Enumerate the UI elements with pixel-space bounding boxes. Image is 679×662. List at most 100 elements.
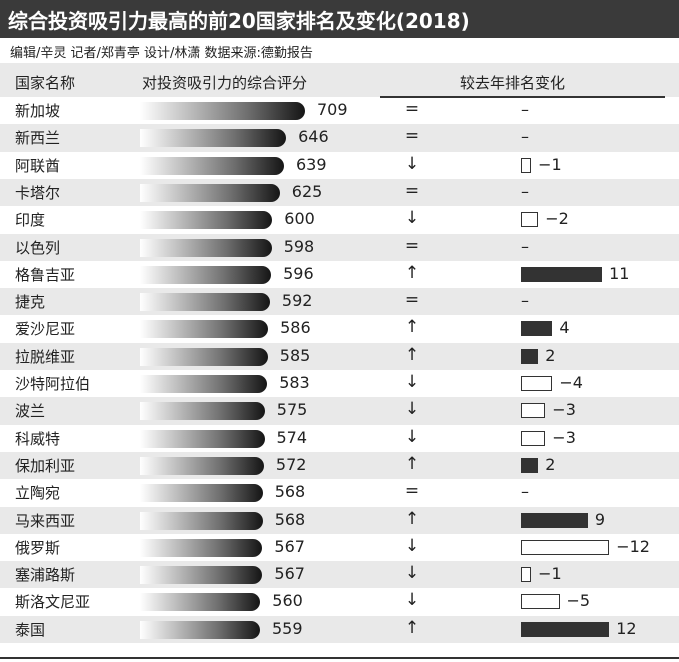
score-bar [140, 211, 273, 230]
country-name: 以色列 [15, 238, 61, 257]
change-direction: = [404, 235, 420, 256]
change-direction: = [404, 481, 420, 502]
change-direction: ↓ [404, 372, 420, 392]
country-name: 科威特 [15, 429, 61, 448]
rank-change-bar [521, 376, 553, 391]
rank-change-label: 12 [616, 618, 637, 638]
change-direction: = [404, 126, 420, 147]
score-bar [140, 511, 263, 530]
country-name: 爱沙尼亚 [15, 320, 76, 339]
country-name: 格鲁吉亚 [15, 265, 76, 284]
header-country: 国家名称 [15, 74, 76, 92]
country-name: 保加利亚 [15, 456, 76, 475]
rank-change-label: −1 [538, 154, 562, 174]
rank-change-label: 4 [559, 318, 570, 338]
table-row: 泰国 559 ↑ 12 [0, 615, 679, 643]
table-row: 波兰 575 ↓ −3 [0, 397, 679, 425]
score-value: 586 [280, 318, 311, 338]
table-row: 爱沙尼亚 586 ↑ 4 [0, 315, 679, 342]
score-bar [140, 102, 305, 120]
rank-change-label: – [521, 127, 529, 147]
country-name: 捷克 [15, 293, 46, 312]
rank-change-label: −2 [545, 209, 569, 229]
header-change: 较去年排名变化 [460, 74, 566, 92]
title-bar: 综合投资吸引力最高的前20国家排名及变化(2018) [0, 0, 679, 38]
chart-title: 综合投资吸引力最高的前20国家排名及变化(2018) [8, 9, 470, 33]
rank-change-label: – [521, 482, 529, 502]
country-name: 印度 [15, 211, 46, 230]
rank-change-label: −4 [559, 373, 583, 392]
rank-change-bar [521, 348, 539, 364]
score-value: 598 [283, 236, 315, 256]
rank-change-label: 9 [594, 509, 606, 529]
score-value: 639 [296, 154, 327, 174]
rank-change-bar [521, 539, 610, 555]
score-value: 560 [272, 591, 303, 611]
score-value: 646 [298, 127, 329, 147]
table-row: 马来西亚 568 ↑ 9 [0, 506, 679, 534]
score-value: 572 [275, 454, 307, 474]
change-direction: ↓ [404, 426, 420, 447]
rank-change-label: 11 [609, 263, 630, 283]
country-name: 沙特阿拉伯 [15, 375, 91, 393]
country-name: 波兰 [15, 402, 46, 421]
header-band [0, 63, 679, 97]
score-value: 568 [274, 509, 306, 529]
change-direction: ↓ [404, 563, 420, 584]
rank-change-bar [521, 567, 532, 583]
score-value: 575 [276, 400, 308, 420]
score-bar [140, 183, 280, 202]
rank-change-label: −5 [566, 591, 591, 611]
change-direction: ↓ [404, 535, 420, 556]
country-name: 新西兰 [15, 129, 61, 148]
change-direction: ↑ [404, 508, 420, 529]
rank-change-label: −12 [616, 536, 650, 556]
table-row: 斯洛文尼亚 560 ↓ −5 [0, 588, 679, 615]
score-bar [140, 484, 263, 503]
change-direction: ↑ [404, 453, 420, 474]
rank-change-bar [521, 621, 610, 637]
score-bar [140, 129, 287, 148]
table-row: 印度 600 ↓ −2 [0, 206, 679, 233]
change-direction: ↓ [404, 590, 420, 611]
score-bar [140, 456, 264, 475]
change-direction: ↑ [404, 262, 420, 283]
rank-change-bar [521, 321, 553, 337]
change-direction: ↓ [404, 153, 420, 174]
score-value: 592 [281, 291, 313, 311]
country-name: 泰国 [15, 620, 46, 639]
score-value: 568 [274, 482, 306, 502]
score-bar [140, 593, 261, 612]
rank-change-bar [521, 457, 539, 473]
change-direction: = [404, 290, 420, 311]
country-name: 卡塔尔 [15, 183, 61, 202]
change-direction: ↓ [404, 399, 420, 420]
score-bar [140, 566, 263, 585]
rank-change-label: 2 [545, 345, 556, 365]
score-value: 567 [274, 564, 305, 584]
score-bar [140, 293, 270, 312]
score-value: 585 [279, 345, 311, 365]
header-change-underline [380, 96, 665, 98]
score-value: 709 [317, 100, 348, 119]
rank-change-label: −3 [552, 427, 576, 447]
table-row: 新加坡 709 = – [0, 97, 679, 124]
country-name: 斯洛文尼亚 [15, 593, 91, 612]
table-row: 卡塔尔 625 = – [0, 178, 679, 207]
table-row: 塞浦路斯 567 ↓ −1 [0, 561, 679, 589]
score-value: 583 [279, 373, 310, 392]
table-row: 保加利亚 572 ↑ 2 [0, 451, 679, 480]
table-row: 捷克 592 = – [0, 288, 679, 316]
rank-change-label: – [521, 181, 529, 201]
country-name: 新加坡 [15, 102, 61, 120]
table-row: 科威特 574 ↓ −3 [0, 425, 679, 452]
score-bar [140, 320, 269, 339]
score-value: 600 [284, 209, 315, 229]
country-name: 阿联酋 [15, 156, 61, 175]
score-value: 567 [274, 536, 305, 556]
rank-change-bar [521, 157, 532, 173]
rank-change-bar [521, 594, 560, 610]
rank-change-label: 2 [545, 454, 556, 474]
score-bar [140, 620, 260, 639]
country-name: 塞浦路斯 [15, 566, 76, 585]
